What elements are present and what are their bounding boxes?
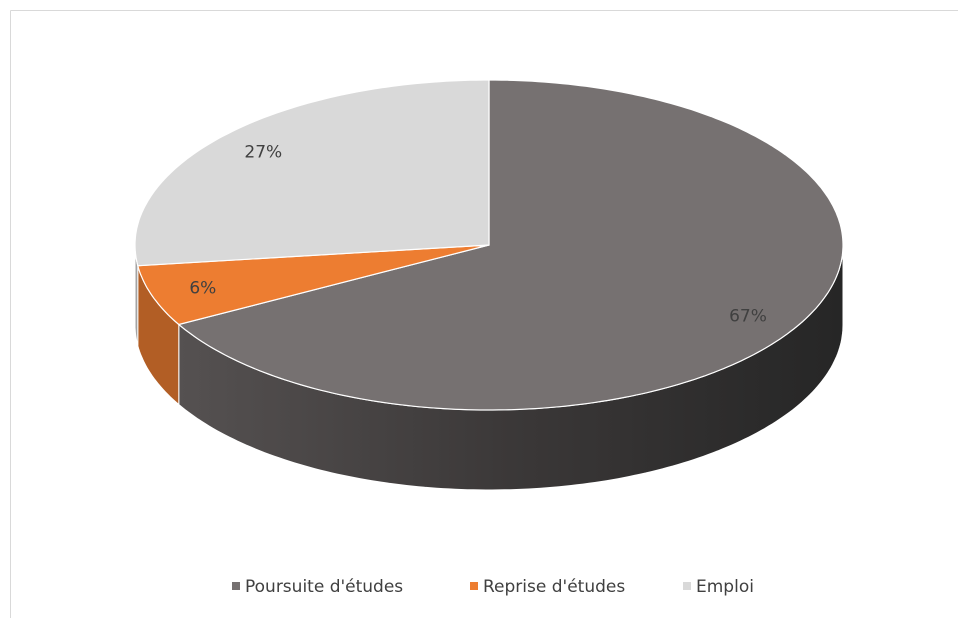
slice [177,79,844,411]
data-label: 67% [729,306,767,326]
data-label: 6% [189,278,216,298]
data-labels: 67% 6% 27% [189,142,767,326]
legend-swatch [232,582,240,590]
legend-label: Poursuite d'études [245,577,403,597]
pie-tops [134,79,844,411]
legend-label: Reprise d'études [483,577,625,597]
pie-sides [134,244,844,491]
legend-label: Emploi [696,577,754,597]
legend-swatch [683,582,691,590]
legend: Poursuite d'études Reprise d'études Emploi [232,577,754,597]
slice [134,79,490,267]
slice [137,244,490,326]
data-label: 27% [244,142,282,162]
legend-swatch [470,582,478,590]
